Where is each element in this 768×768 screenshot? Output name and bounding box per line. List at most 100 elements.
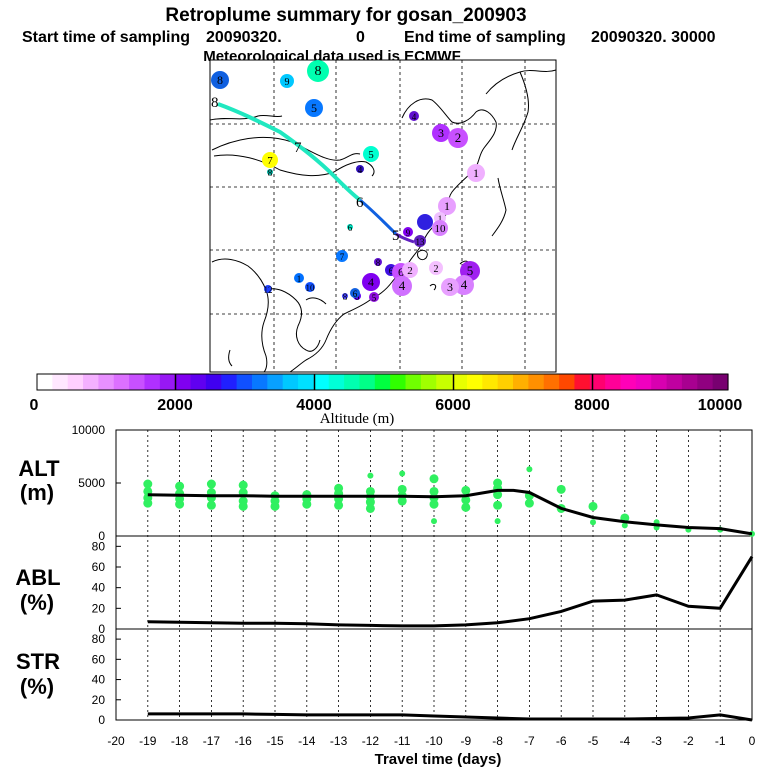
start-value: 20090320.	[206, 29, 282, 46]
plume-marker	[414, 235, 426, 247]
x-tick-label: -4	[619, 734, 630, 748]
plume-marker	[267, 169, 273, 175]
colorbar-cell	[83, 374, 100, 390]
x-tick-label: -1	[715, 734, 726, 748]
x-tick-label: -11	[394, 734, 411, 748]
colorbar-cell	[697, 374, 714, 390]
plume-marker-label: 13	[416, 237, 426, 247]
plume-marker	[432, 124, 450, 142]
plume-marker	[264, 285, 272, 293]
figure-title: Retroplume summary for gosan_200903	[165, 5, 526, 26]
colorbar-tick-label: 0	[30, 397, 39, 414]
alt-point	[143, 498, 153, 508]
plume-marker	[305, 99, 323, 117]
colorbar-cell	[528, 374, 545, 390]
plume-marker-label: 2	[407, 265, 413, 277]
plume-marker-label: 10	[435, 223, 447, 235]
track-label-5: 5	[392, 228, 400, 244]
x-tick-label: -3	[651, 734, 662, 748]
alt-point	[429, 474, 439, 484]
plume-marker-label: 1	[297, 274, 302, 284]
colorbar-tick-label: 2000	[157, 397, 193, 414]
plume-marker-label: 5	[467, 263, 474, 278]
x-tick-label: -16	[235, 734, 253, 748]
y-tick-label: 0	[98, 529, 105, 543]
plume-marker-label: 4	[461, 277, 468, 292]
y-tick-label: 80	[92, 632, 106, 646]
colorbar-cell	[113, 374, 130, 390]
plume-marker	[417, 214, 433, 230]
abl-line	[147, 555, 754, 628]
plume-marker	[403, 227, 413, 237]
colorbar-tick-label: 4000	[296, 397, 332, 414]
y-tick-label: 0	[98, 713, 105, 727]
colorbar-cell	[328, 374, 345, 390]
y-tick-label: 5000	[78, 476, 105, 490]
alt-point	[334, 500, 344, 510]
alt-point	[365, 503, 375, 513]
alt-y-tick-labels: 0 5000 10000	[72, 423, 121, 543]
alt-point	[588, 501, 598, 511]
plume-marker-label: 6	[389, 266, 394, 276]
x-tick-label: -7	[524, 734, 535, 748]
trajectory-track-blue	[359, 198, 398, 236]
start-label: Start time of sampling	[22, 29, 190, 46]
str-y-tick-labels: 0 20 40 60 80	[92, 632, 121, 727]
plume-marker-label: 4	[358, 165, 363, 175]
y-tick-label: 80	[92, 539, 106, 553]
track-label-7: 7	[294, 140, 302, 156]
str-label-line1: STR	[16, 649, 60, 674]
plume-marker	[336, 250, 348, 262]
plume-marker	[402, 262, 418, 278]
colorbar-cell	[574, 374, 591, 390]
plume-marker-label: 1	[438, 214, 443, 224]
alt-point	[429, 499, 439, 509]
plume-marker	[307, 60, 329, 82]
alt-point	[621, 522, 628, 529]
y-tick-label: 20	[92, 693, 106, 707]
colorbar-cell	[298, 374, 314, 390]
alt-point	[238, 480, 248, 490]
map-gridlines	[210, 60, 556, 372]
colorbar-cell	[67, 374, 84, 390]
colorbar-cell	[620, 374, 637, 390]
plume-marker	[363, 146, 379, 162]
plume-marker	[280, 74, 294, 88]
colorbar-cell	[144, 374, 161, 390]
day-gridlines	[147, 430, 721, 720]
start-hour: 0	[356, 29, 365, 46]
plume-marker	[454, 275, 474, 295]
plume-marker-label: 5	[372, 293, 377, 303]
alt-point	[399, 470, 406, 477]
trajectory-track-cyan	[217, 102, 362, 202]
plume-marker-label: 4	[399, 278, 406, 293]
alt-point	[556, 484, 566, 494]
plume-marker-label: 1	[444, 199, 450, 213]
y-tick-label: 60	[92, 652, 106, 666]
plume-marker	[305, 282, 315, 292]
plume-marker	[392, 276, 412, 296]
colorbar-cell	[251, 374, 268, 390]
plume-marker-label: 4	[368, 275, 374, 289]
str-label-line2: (%)	[20, 674, 54, 699]
colorbar-cell	[666, 374, 683, 390]
y-tick-label: 60	[92, 560, 106, 574]
alt-point	[206, 479, 216, 489]
alt-point	[461, 502, 471, 512]
alt-point	[397, 484, 407, 494]
alt-point	[461, 495, 471, 505]
plume-marker-label: 5	[311, 101, 317, 115]
plume-marker	[211, 71, 229, 89]
colorbar-label: Altitude (m)	[320, 411, 395, 427]
alt-point	[493, 500, 503, 510]
str-panel-frame	[115, 628, 753, 721]
plume-marker	[262, 152, 278, 168]
str-line	[147, 712, 753, 722]
plume-marker	[362, 273, 380, 291]
plume-marker-label: 6	[398, 265, 404, 279]
x-tick-label: -13	[330, 734, 348, 748]
colorbar-cell	[559, 374, 576, 390]
colorbar-cell	[589, 374, 606, 390]
alt-point	[206, 500, 216, 510]
colorbar-cell	[129, 374, 146, 390]
